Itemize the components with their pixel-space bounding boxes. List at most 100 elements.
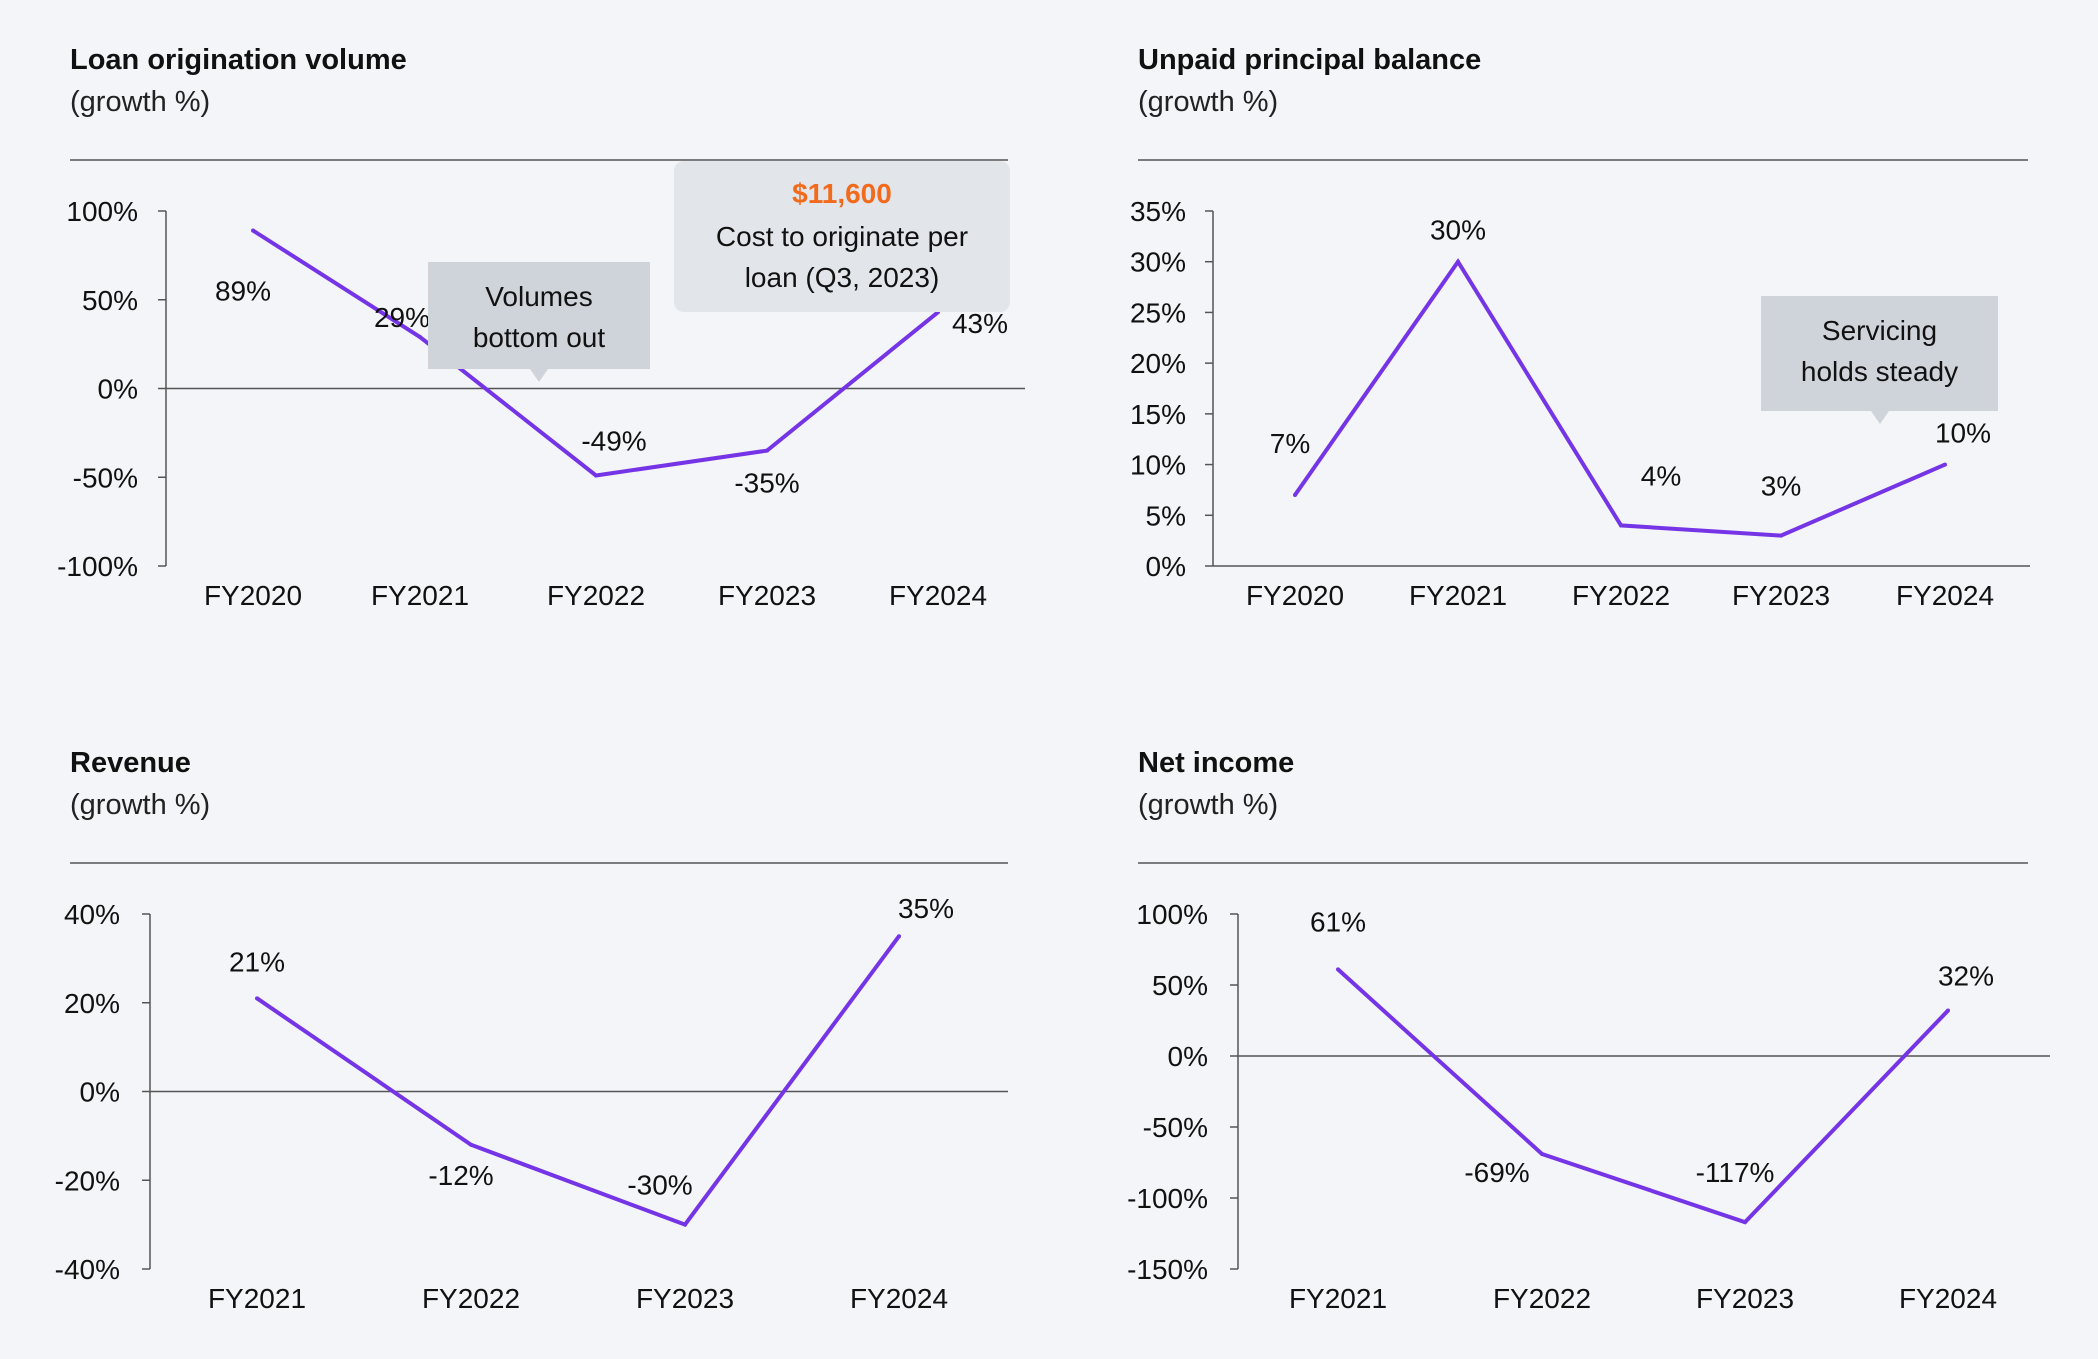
x-tick-label: FY2023 <box>718 580 816 611</box>
x-tick-label: FY2022 <box>1572 580 1670 611</box>
x-tick-label: FY2024 <box>889 580 987 611</box>
x-tick-label: FY2023 <box>1732 580 1830 611</box>
data-label: 4% <box>1641 460 1681 491</box>
data-point <box>1293 493 1297 497</box>
y-tick-label: 35% <box>1130 196 1186 227</box>
y-tick-label: 0% <box>98 374 138 405</box>
data-point <box>1336 967 1340 972</box>
callout-text: Volumes <box>485 281 592 312</box>
data-point <box>1540 1151 1544 1156</box>
data-label: 35% <box>898 893 954 924</box>
callout-box <box>674 161 1010 312</box>
x-tick-label: FY2023 <box>636 1283 734 1314</box>
y-tick-label: 40% <box>64 899 120 930</box>
y-tick-label: -100% <box>1127 1183 1208 1214</box>
callout-text: holds steady <box>1801 356 1958 387</box>
series-line <box>1336 967 1950 1225</box>
data-label: 30% <box>1430 215 1486 246</box>
data-label: -49% <box>581 425 646 456</box>
y-tick-label: 50% <box>1152 970 1208 1001</box>
x-tick-label: FY2023 <box>1696 1283 1794 1314</box>
data-label: -12% <box>428 1160 493 1191</box>
data-point <box>418 335 422 340</box>
x-tick-label: FY2024 <box>850 1283 948 1314</box>
chart-subtitle: (growth %) <box>1138 86 1279 118</box>
data-label: 7% <box>1270 428 1310 459</box>
data-label: -35% <box>734 468 799 499</box>
data-label: 32% <box>1938 961 1994 992</box>
y-tick-label: -50% <box>1143 1112 1208 1143</box>
y-tick-label: -40% <box>55 1254 120 1285</box>
data-point <box>1946 1008 1950 1013</box>
data-point <box>255 996 259 1001</box>
x-tick-label: FY2020 <box>1246 580 1344 611</box>
y-tick-label: 0% <box>1168 1041 1208 1072</box>
data-label: 61% <box>1310 906 1366 937</box>
y-tick-label: 100% <box>1136 899 1208 930</box>
data-label: -30% <box>627 1170 692 1201</box>
callout-box <box>428 262 650 369</box>
data-point <box>1456 259 1460 264</box>
callout-highlight: $11,600 <box>792 178 892 209</box>
series-line <box>255 934 901 1228</box>
data-label: 21% <box>229 946 285 977</box>
chart-subtitle: (growth %) <box>70 789 211 821</box>
y-tick-label: 10% <box>1130 450 1186 481</box>
y-tick-label: -50% <box>73 462 138 493</box>
x-tick-label: FY2022 <box>547 580 645 611</box>
x-tick-label: FY2021 <box>208 1283 306 1314</box>
y-tick-label: 100% <box>66 196 138 227</box>
callout-box <box>1761 296 1998 411</box>
callout-text: bottom out <box>473 322 606 353</box>
x-tick-label: FY2024 <box>1899 1283 1997 1314</box>
callout-text: Servicing <box>1822 315 1937 346</box>
callout-pointer <box>530 369 548 382</box>
data-point <box>1779 533 1783 538</box>
chart-title: Net income <box>1138 747 1295 779</box>
data-point <box>765 448 769 453</box>
callout-text: Cost to originate per <box>716 221 968 252</box>
chart-title: Revenue <box>70 747 191 779</box>
data-point <box>594 473 598 478</box>
chart-subtitle: (growth %) <box>70 86 211 118</box>
data-point <box>683 1222 687 1227</box>
y-tick-label: 50% <box>82 285 138 316</box>
data-label: 10% <box>1935 418 1991 449</box>
x-tick-label: FY2020 <box>204 580 302 611</box>
x-tick-label: FY2021 <box>1409 580 1507 611</box>
data-label: 89% <box>215 276 271 307</box>
x-tick-label: FY2024 <box>1896 580 1994 611</box>
x-tick-label: FY2021 <box>371 580 469 611</box>
y-tick-label: 25% <box>1130 297 1186 328</box>
data-point <box>469 1142 473 1147</box>
x-tick-label: FY2022 <box>422 1283 520 1314</box>
data-point <box>897 934 901 939</box>
data-label: -117% <box>1696 1157 1775 1188</box>
data-label: 29% <box>374 302 430 333</box>
y-tick-label: 20% <box>64 988 120 1019</box>
callout-text: loan (Q3, 2023) <box>745 262 940 293</box>
x-tick-label: FY2022 <box>1493 1283 1591 1314</box>
y-tick-label: 30% <box>1130 247 1186 278</box>
chart-title: Unpaid principal balance <box>1138 44 1482 76</box>
data-point <box>1943 462 1947 467</box>
x-tick-label: FY2021 <box>1289 1283 1387 1314</box>
data-point <box>1619 523 1623 528</box>
y-tick-label: 20% <box>1130 348 1186 379</box>
y-tick-label: -100% <box>57 551 138 582</box>
data-label: 43% <box>952 308 1008 339</box>
chart-title: Loan origination volume <box>70 44 407 76</box>
y-tick-label: 15% <box>1130 399 1186 430</box>
data-point <box>1743 1220 1747 1225</box>
data-point <box>251 228 255 233</box>
callout-pointer <box>1871 411 1889 424</box>
chart-subtitle: (growth %) <box>1138 789 1279 821</box>
y-tick-label: 5% <box>1146 500 1186 531</box>
y-tick-label: -20% <box>55 1165 120 1196</box>
data-label: 3% <box>1761 471 1801 502</box>
data-label: -69% <box>1464 1157 1529 1188</box>
y-tick-label: 0% <box>80 1077 120 1108</box>
y-tick-label: 0% <box>1146 551 1186 582</box>
y-tick-label: -150% <box>1127 1254 1208 1285</box>
